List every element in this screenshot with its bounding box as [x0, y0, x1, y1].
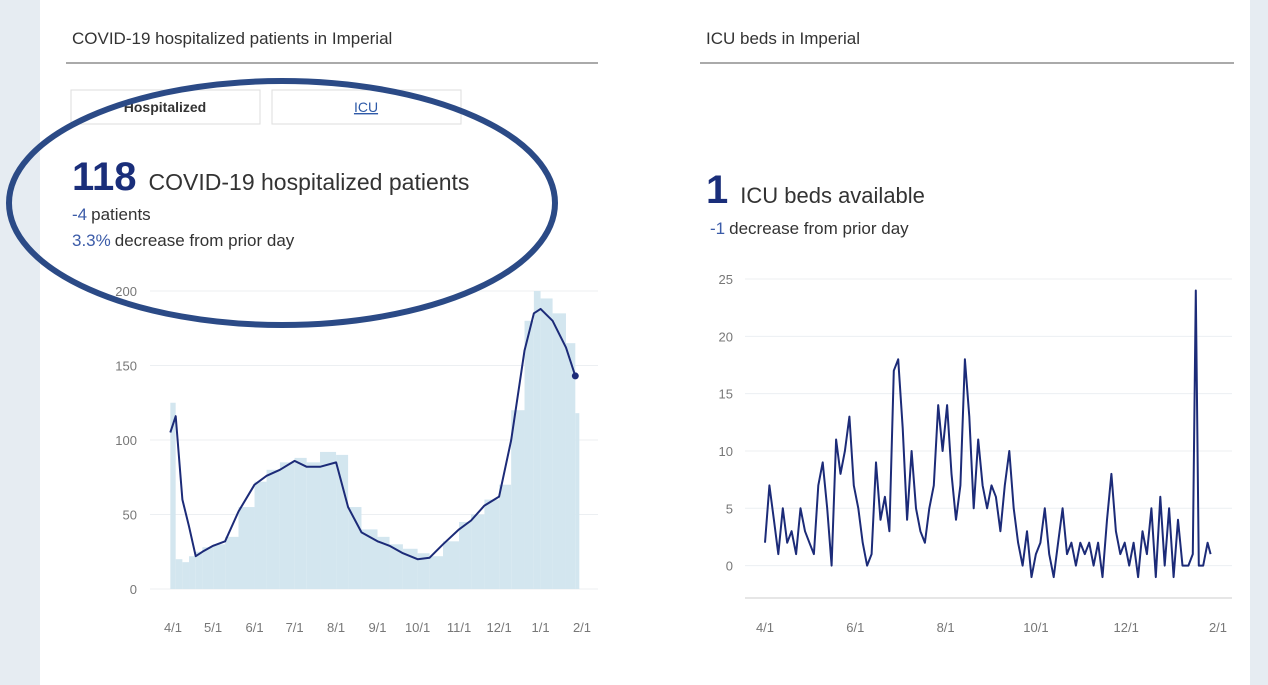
x-tick-label: 2/1	[1209, 620, 1227, 635]
bar	[361, 529, 378, 589]
percent-value: 3.3%	[72, 231, 111, 250]
bar	[377, 536, 390, 589]
bar	[279, 462, 295, 589]
headline-value: 118	[72, 155, 137, 199]
bar	[524, 320, 534, 589]
change-text: decrease from prior day	[729, 219, 909, 238]
panel-title: COVID-19 hospitalized patients in Imperi…	[72, 29, 392, 48]
panel-title: ICU beds in Imperial	[706, 29, 860, 48]
bar	[202, 547, 214, 589]
bar	[238, 507, 255, 589]
headline-label: COVID-19 hospitalized patients	[149, 169, 470, 195]
change: -4 patients	[72, 205, 151, 224]
y-tick-label: 200	[115, 284, 137, 299]
bar	[533, 291, 541, 589]
y-tick-label: 25	[719, 272, 733, 287]
x-tick-label: 12/1	[1114, 620, 1139, 635]
bar	[575, 413, 580, 589]
bar	[294, 457, 307, 589]
change-value: -1	[710, 219, 725, 238]
bar	[389, 544, 403, 589]
x-tick-label: 4/1	[756, 620, 774, 635]
x-tick-label: 5/1	[204, 620, 222, 635]
y-tick-label: 5	[726, 501, 733, 516]
bar	[540, 298, 553, 589]
highlight-ellipse	[6, 78, 558, 328]
tab-label[interactable]: Hospitalized	[124, 99, 206, 115]
headline-label: ICU beds available	[740, 183, 925, 208]
bar	[336, 454, 349, 589]
line-series	[764, 289, 1212, 579]
x-tick-label: 11/1	[447, 620, 471, 635]
x-tick-label: 12/1	[486, 620, 511, 635]
headline-value: 1	[706, 168, 728, 212]
bar	[484, 499, 500, 589]
bar	[499, 484, 512, 589]
bar	[175, 559, 183, 589]
change-text: patients	[91, 205, 151, 224]
y-tick-label: 0	[726, 559, 733, 574]
bar	[266, 469, 280, 589]
bar	[254, 481, 267, 589]
x-tick-label: 7/1	[286, 620, 304, 635]
bar	[402, 548, 418, 589]
end-point	[571, 372, 579, 380]
tab-label[interactable]: ICU	[354, 99, 378, 115]
y-tick-label: 15	[719, 387, 733, 402]
bar	[459, 521, 472, 589]
y-tick-label: 50	[123, 508, 137, 523]
bar	[471, 514, 485, 589]
x-tick-label: 10/1	[1023, 620, 1048, 635]
bar	[552, 313, 566, 589]
y-tick-label: 10	[719, 444, 733, 459]
bar	[417, 553, 430, 589]
x-tick-label: 1/1	[532, 620, 550, 635]
bar	[170, 402, 176, 589]
x-tick-label: 6/1	[245, 620, 263, 635]
x-tick-label: 4/1	[164, 620, 182, 635]
bar	[195, 551, 203, 589]
x-tick-label: 8/1	[937, 620, 955, 635]
headline: 1 ICU beds available	[706, 168, 925, 212]
x-tick-label: 10/1	[405, 620, 430, 635]
x-tick-label: 9/1	[368, 620, 386, 635]
bar	[189, 556, 196, 589]
change: -1 decrease from prior day	[710, 219, 909, 238]
y-tick-label: 150	[115, 359, 137, 374]
bar	[182, 562, 190, 589]
x-tick-label: 8/1	[327, 620, 345, 635]
bar	[429, 556, 443, 589]
change-value: -4	[72, 205, 87, 224]
bar	[213, 544, 226, 589]
bar	[565, 343, 576, 589]
y-tick-label: 100	[115, 433, 137, 448]
y-tick-label: 0	[130, 582, 137, 597]
line-series	[169, 307, 577, 561]
bar	[320, 451, 337, 589]
percent: 3.3% decrease from prior day	[72, 231, 295, 250]
percent-text: decrease from prior day	[115, 231, 295, 250]
bar	[442, 541, 460, 589]
x-tick-label: 2/1	[573, 620, 591, 635]
headline: 118 COVID-19 hospitalized patients	[72, 155, 469, 199]
bar	[225, 536, 239, 589]
bar	[511, 410, 525, 589]
y-tick-label: 20	[719, 329, 733, 344]
bar	[306, 462, 321, 589]
x-tick-label: 6/1	[846, 620, 864, 635]
